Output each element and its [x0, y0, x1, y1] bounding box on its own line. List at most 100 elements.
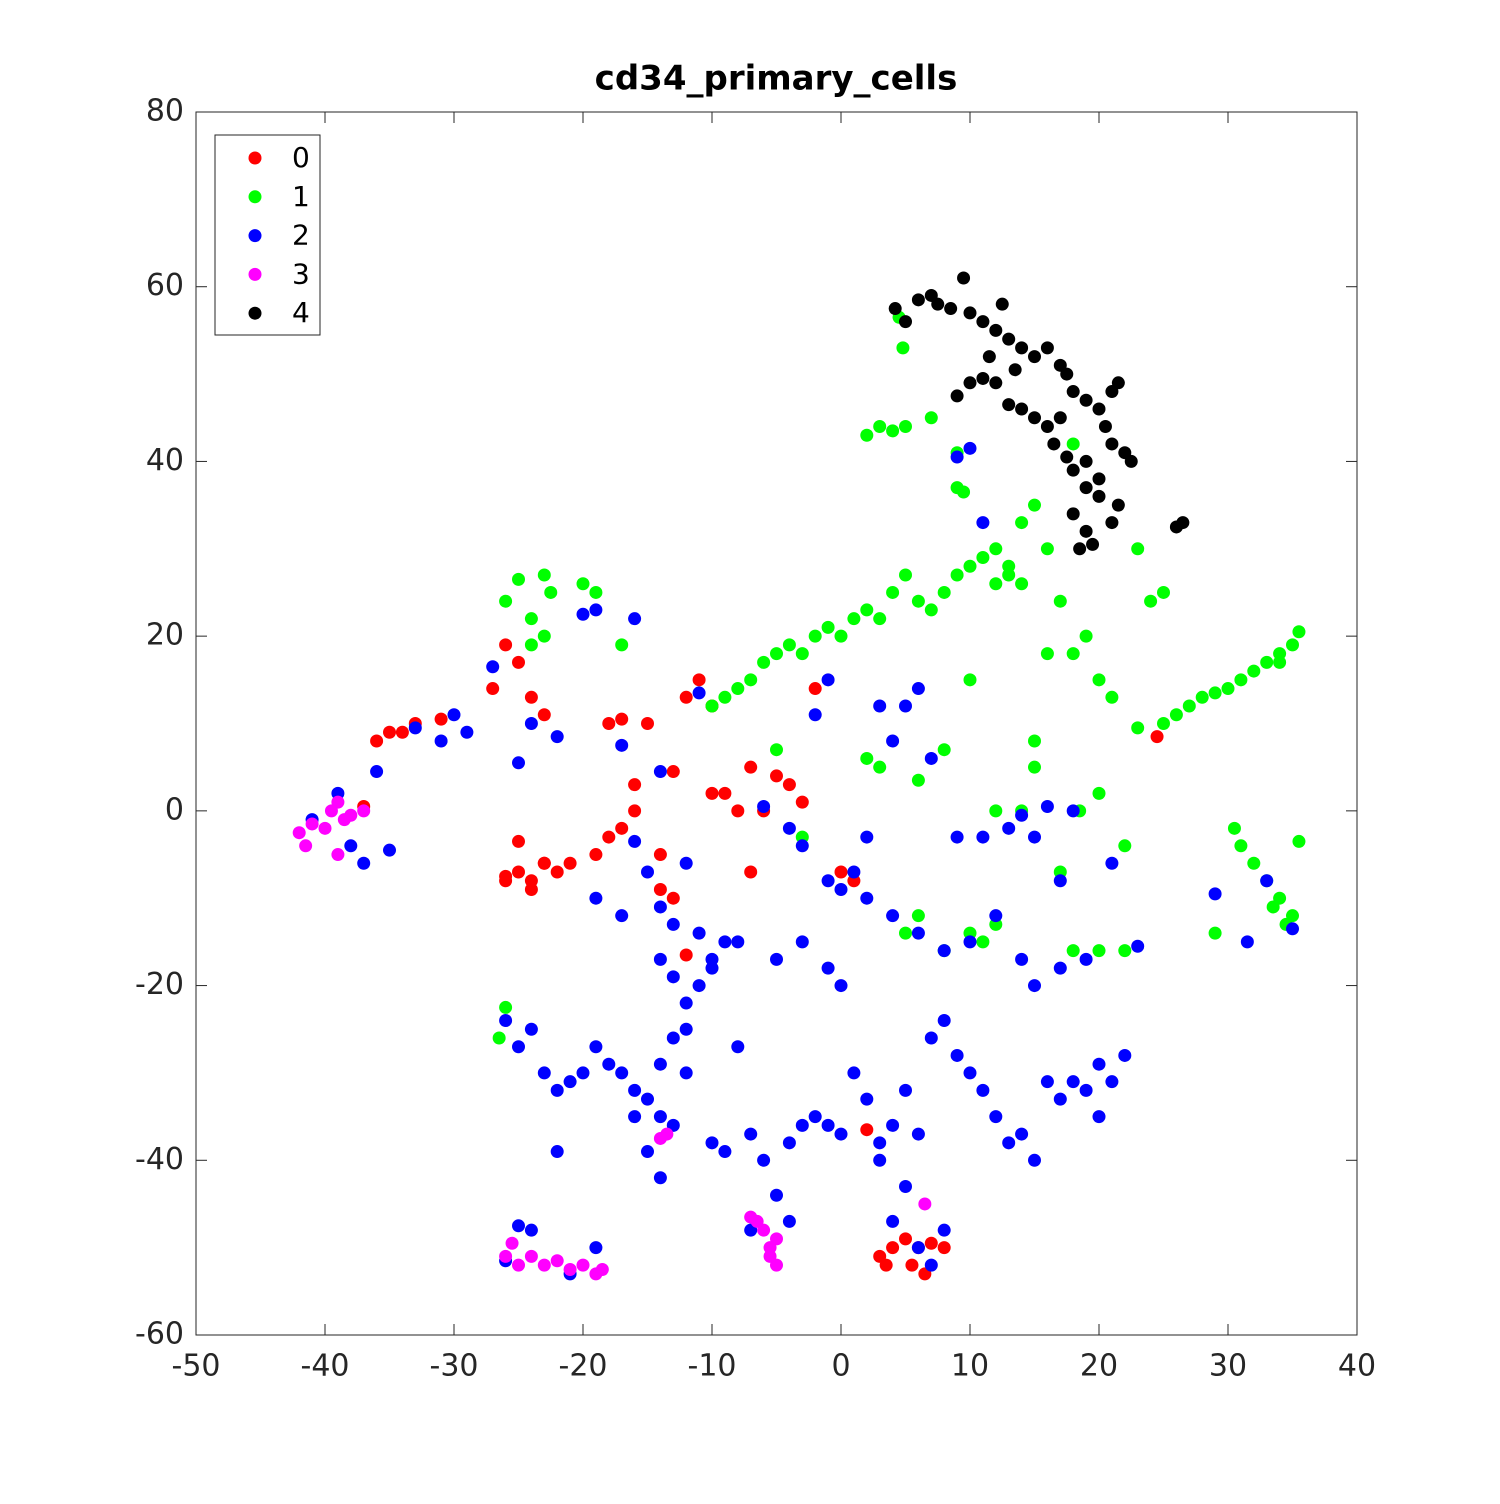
point [641, 865, 654, 879]
point [628, 1110, 642, 1124]
point [976, 551, 990, 565]
point [821, 874, 835, 888]
point [679, 690, 693, 704]
point [512, 865, 525, 879]
point [344, 839, 358, 853]
point [950, 1048, 964, 1062]
point [886, 424, 900, 438]
point [963, 376, 977, 390]
point [1053, 1092, 1067, 1106]
point [576, 607, 590, 621]
y-tick-label: 80 [146, 94, 184, 129]
point [705, 699, 719, 713]
point [499, 594, 513, 608]
y-tick-label: 60 [146, 268, 184, 303]
point [1002, 821, 1016, 835]
point [808, 1110, 822, 1124]
point [1015, 516, 1029, 530]
point [499, 638, 513, 652]
point [1131, 721, 1145, 735]
point [628, 1083, 642, 1097]
point [1092, 472, 1106, 486]
point [1079, 629, 1093, 643]
legend-box [214, 134, 321, 336]
point [1028, 830, 1041, 844]
plot-area [195, 111, 1358, 1336]
point [834, 882, 848, 896]
point [524, 1022, 538, 1036]
point [931, 297, 945, 311]
y-tick-label: -20 [135, 967, 184, 1002]
y-tick-label: 40 [146, 443, 184, 478]
point [1066, 804, 1080, 818]
point [1040, 647, 1054, 661]
point [1002, 1136, 1016, 1150]
point [911, 909, 925, 923]
point [1234, 673, 1248, 687]
point [1131, 939, 1145, 953]
point [770, 952, 783, 966]
point [963, 673, 977, 687]
point [899, 419, 912, 433]
point [944, 302, 958, 316]
point [331, 795, 345, 809]
point [679, 856, 693, 870]
point [1118, 1048, 1132, 1062]
point [905, 1258, 919, 1272]
point [1066, 944, 1080, 958]
point [576, 1258, 590, 1272]
point [860, 830, 874, 844]
point [1092, 1110, 1106, 1124]
point [512, 834, 525, 848]
point [1182, 699, 1196, 713]
point [808, 682, 822, 696]
point [899, 1179, 912, 1193]
point [499, 1014, 513, 1028]
point [1092, 944, 1106, 958]
y-tick-label: 20 [146, 618, 184, 653]
point [641, 1145, 654, 1159]
point [1002, 398, 1016, 412]
point [1247, 664, 1261, 678]
point [1105, 856, 1119, 870]
point [950, 450, 964, 464]
point [550, 865, 564, 879]
point [524, 612, 538, 626]
point [318, 821, 332, 835]
point [563, 856, 577, 870]
point [344, 808, 358, 822]
point [950, 830, 964, 844]
point [692, 926, 706, 940]
point [1002, 568, 1016, 582]
point [305, 817, 319, 831]
point [1060, 450, 1074, 464]
legend-marker [248, 306, 262, 320]
point [757, 1153, 771, 1167]
point [595, 1262, 609, 1276]
point [924, 1031, 938, 1045]
point [615, 909, 629, 923]
x-tick-label: 20 [1080, 1349, 1118, 1384]
x-tick-label: 30 [1209, 1349, 1247, 1384]
point [718, 690, 732, 704]
point [989, 376, 1003, 390]
legend-marker [248, 190, 262, 204]
point [357, 804, 371, 818]
point [911, 594, 925, 608]
point [370, 765, 384, 779]
point [589, 1241, 603, 1255]
point [705, 786, 719, 800]
point [963, 935, 977, 949]
point [486, 682, 500, 696]
point [499, 1000, 513, 1014]
point [757, 655, 771, 669]
point [1111, 376, 1125, 390]
point [950, 389, 964, 403]
point [1131, 542, 1145, 556]
point [1292, 834, 1306, 848]
point [918, 1197, 932, 1211]
point [899, 568, 912, 582]
point [1079, 1083, 1093, 1097]
point [434, 712, 448, 726]
